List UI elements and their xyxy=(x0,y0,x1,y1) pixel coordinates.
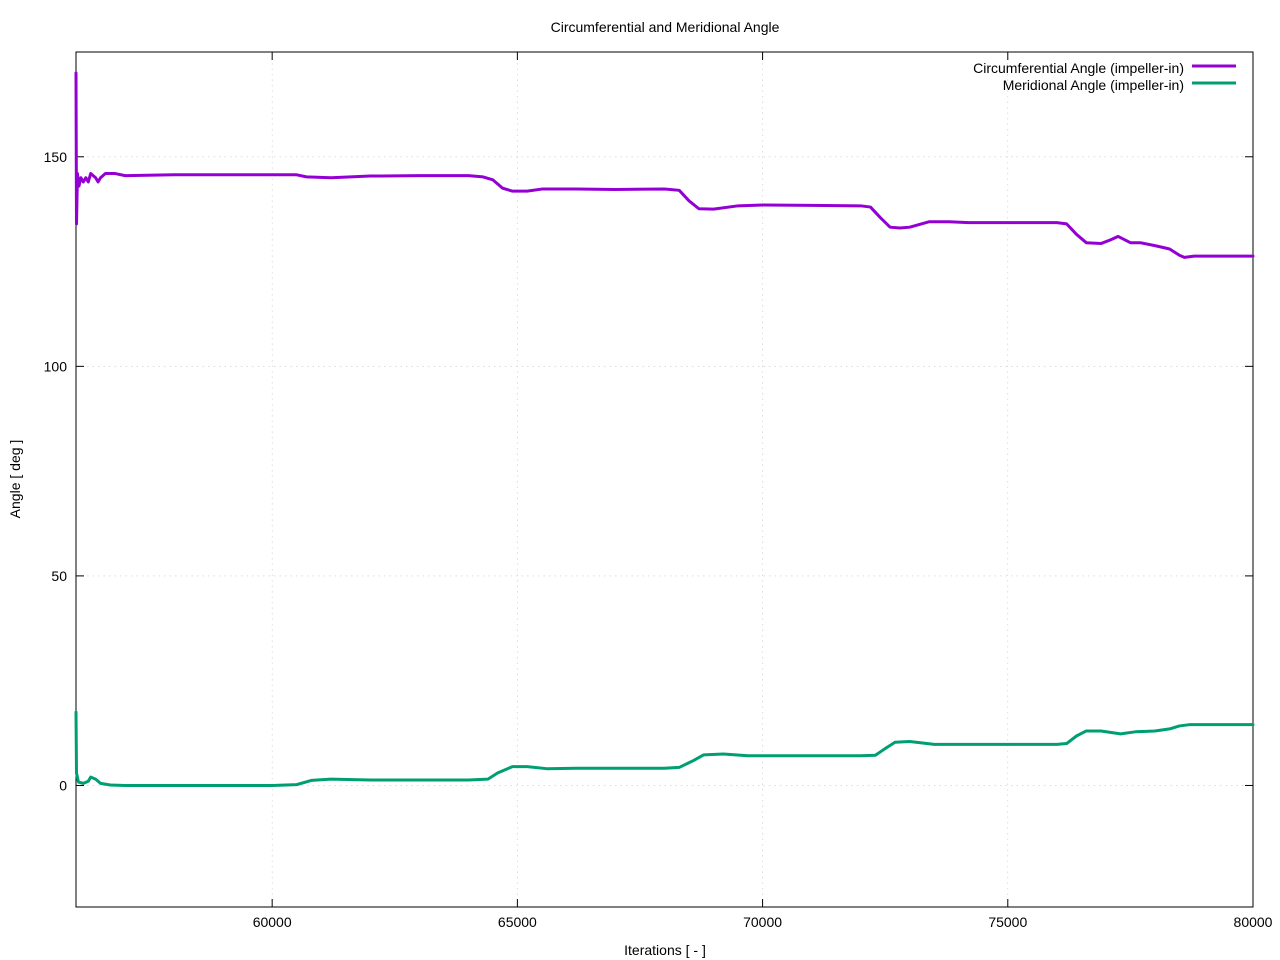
y-tick-label: 0 xyxy=(59,777,67,793)
chart-title: Circumferential and Meridional Angle xyxy=(551,19,780,35)
series-line-meridional xyxy=(74,710,1255,787)
x-tick-label: 70000 xyxy=(743,914,782,930)
y-tick-label: 150 xyxy=(44,149,68,165)
x-tick-label: 60000 xyxy=(253,914,292,930)
legend-label-circumferential: Circumferential Angle (impeller-in) xyxy=(973,60,1184,76)
grid xyxy=(76,52,1254,907)
series-lines xyxy=(74,71,1255,787)
x-tick-label: 75000 xyxy=(988,914,1027,930)
y-tick-label: 50 xyxy=(51,568,67,584)
series-line-circumferential xyxy=(74,71,1255,259)
legend: Circumferential Angle (impeller-in) Meri… xyxy=(973,60,1236,93)
y-tick-label: 100 xyxy=(44,358,68,374)
legend-label-meridional: Meridional Angle (impeller-in) xyxy=(1003,77,1184,93)
plot-frame xyxy=(75,51,1254,908)
x-tick-label: 80000 xyxy=(1234,914,1273,930)
y-axis-label: Angle [ deg ] xyxy=(7,440,23,519)
axis-ticks: 60000 65000 70000 75000 80000 0 50 100 150 xyxy=(44,52,1273,930)
x-axis-label: Iterations [ - ] xyxy=(624,942,706,958)
x-tick-label: 65000 xyxy=(498,914,537,930)
